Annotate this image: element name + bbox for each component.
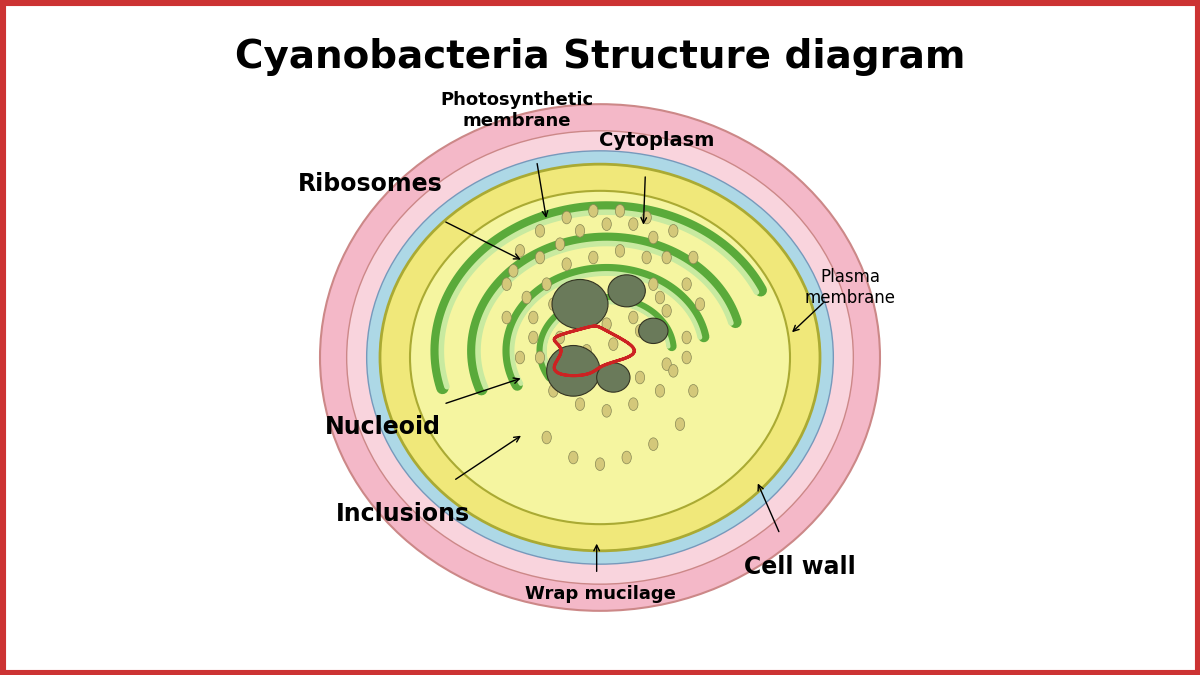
- Ellipse shape: [522, 291, 532, 304]
- Ellipse shape: [542, 278, 551, 290]
- Ellipse shape: [629, 218, 638, 230]
- Ellipse shape: [502, 311, 511, 324]
- Ellipse shape: [556, 371, 565, 384]
- Ellipse shape: [635, 325, 644, 338]
- Ellipse shape: [682, 278, 691, 290]
- Ellipse shape: [629, 311, 638, 324]
- Ellipse shape: [320, 104, 880, 611]
- Ellipse shape: [556, 331, 565, 344]
- Ellipse shape: [347, 131, 853, 584]
- Ellipse shape: [562, 211, 571, 224]
- Ellipse shape: [622, 291, 631, 304]
- Ellipse shape: [515, 351, 524, 364]
- Ellipse shape: [689, 251, 698, 264]
- Ellipse shape: [548, 298, 558, 310]
- Ellipse shape: [529, 331, 538, 344]
- Ellipse shape: [695, 298, 704, 310]
- Ellipse shape: [575, 311, 584, 324]
- Ellipse shape: [629, 398, 638, 410]
- Ellipse shape: [649, 278, 658, 290]
- Ellipse shape: [562, 258, 571, 271]
- Ellipse shape: [602, 318, 611, 331]
- Ellipse shape: [547, 346, 600, 396]
- Ellipse shape: [616, 244, 625, 257]
- Text: Cyanobacteria Structure diagram: Cyanobacteria Structure diagram: [235, 38, 965, 76]
- Text: Cytoplasm: Cytoplasm: [599, 132, 714, 151]
- Ellipse shape: [602, 404, 611, 417]
- Ellipse shape: [608, 338, 618, 350]
- Ellipse shape: [529, 311, 538, 324]
- Ellipse shape: [515, 244, 524, 257]
- Ellipse shape: [662, 251, 671, 264]
- Ellipse shape: [552, 279, 608, 329]
- Text: Wrap mucilage: Wrap mucilage: [524, 585, 676, 603]
- Ellipse shape: [642, 211, 652, 224]
- Ellipse shape: [662, 358, 671, 371]
- Ellipse shape: [689, 385, 698, 397]
- Ellipse shape: [595, 298, 605, 310]
- Ellipse shape: [635, 371, 644, 384]
- Ellipse shape: [668, 364, 678, 377]
- Ellipse shape: [595, 458, 605, 470]
- Ellipse shape: [602, 218, 611, 230]
- Text: Cell wall: Cell wall: [744, 556, 856, 580]
- Ellipse shape: [616, 205, 625, 217]
- Ellipse shape: [535, 351, 545, 364]
- Ellipse shape: [582, 344, 592, 357]
- Ellipse shape: [509, 265, 518, 277]
- Ellipse shape: [569, 451, 578, 464]
- Ellipse shape: [535, 225, 545, 237]
- Ellipse shape: [676, 418, 685, 431]
- Ellipse shape: [596, 363, 630, 392]
- Ellipse shape: [608, 378, 618, 391]
- Ellipse shape: [655, 291, 665, 304]
- Ellipse shape: [682, 351, 691, 364]
- Ellipse shape: [649, 231, 658, 244]
- Ellipse shape: [662, 304, 671, 317]
- Text: Ribosomes: Ribosomes: [298, 172, 443, 196]
- Ellipse shape: [380, 164, 820, 551]
- Ellipse shape: [655, 385, 665, 397]
- Ellipse shape: [575, 398, 584, 410]
- Ellipse shape: [608, 275, 646, 307]
- Ellipse shape: [575, 225, 584, 237]
- Ellipse shape: [589, 251, 598, 264]
- Ellipse shape: [410, 191, 790, 524]
- Ellipse shape: [589, 205, 598, 217]
- Ellipse shape: [542, 431, 551, 444]
- Text: Plasma
membrane: Plasma membrane: [804, 268, 895, 307]
- Ellipse shape: [548, 385, 558, 397]
- Ellipse shape: [502, 278, 511, 290]
- Ellipse shape: [622, 451, 631, 464]
- Ellipse shape: [582, 378, 592, 391]
- Ellipse shape: [367, 151, 833, 564]
- Ellipse shape: [649, 438, 658, 450]
- Ellipse shape: [638, 318, 668, 344]
- Text: Inclusions: Inclusions: [336, 502, 470, 526]
- Ellipse shape: [569, 291, 578, 304]
- Text: Nucleoid: Nucleoid: [325, 416, 442, 439]
- Ellipse shape: [642, 251, 652, 264]
- Ellipse shape: [682, 331, 691, 344]
- Ellipse shape: [668, 225, 678, 237]
- Ellipse shape: [535, 251, 545, 264]
- Ellipse shape: [556, 238, 565, 250]
- Text: Photosynthetic
membrane: Photosynthetic membrane: [440, 91, 593, 130]
